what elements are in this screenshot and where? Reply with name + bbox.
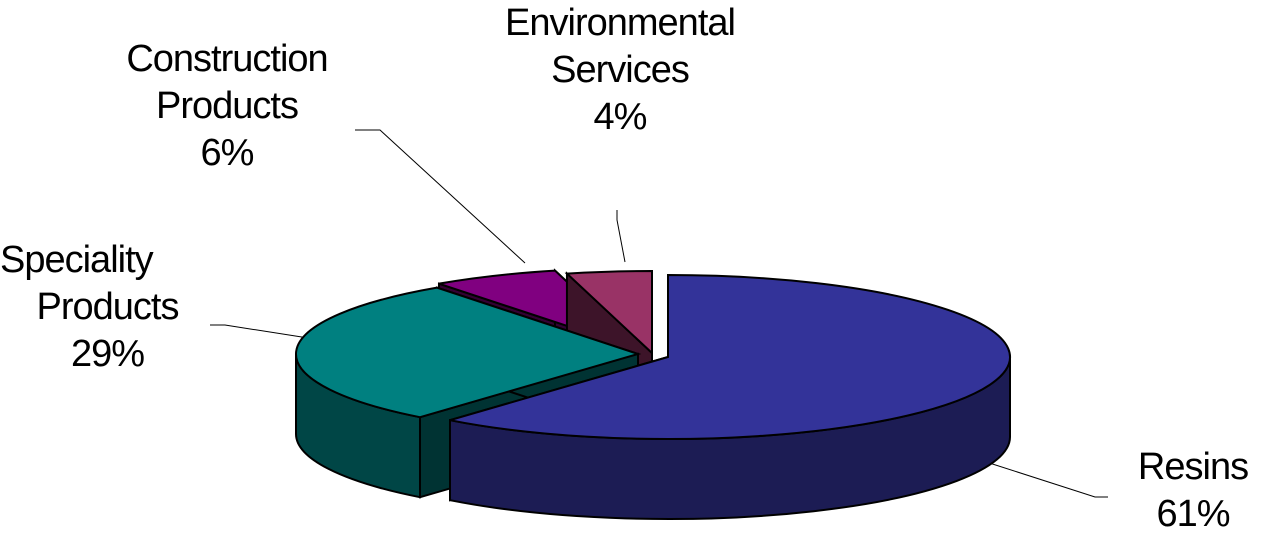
- data-label-speciality-products-percent: 29%: [70, 333, 145, 375]
- pie-slice-speciality-products-top: [295, 286, 642, 419]
- data-label-resins: Resins 61%: [1118, 444, 1268, 538]
- pie-slices: [295, 268, 1011, 520]
- data-label-environmental-services-percent: 4%: [593, 96, 648, 138]
- pie-slice-resins: [449, 273, 1011, 520]
- data-label-construction-products-percent: 6%: [200, 132, 255, 174]
- data-label-resins-name: Resins: [1137, 446, 1249, 488]
- pie-slice-environmental-services-top: [564, 269, 653, 356]
- leader-line-environmental-services: [616, 210, 626, 263]
- pie-slice-resins-top: [449, 273, 1011, 440]
- data-label-speciality-products: Speciality Products 29%: [0, 237, 215, 378]
- data-label-construction-products: Construction Products 6%: [82, 36, 372, 177]
- data-label-construction-products-line2: Products: [156, 85, 299, 127]
- data-label-environmental-services-line1: Environmental: [505, 2, 736, 44]
- leader-line-resins: [979, 459, 1108, 498]
- leader-line-construction-products: [355, 129, 526, 264]
- data-label-speciality-products-line2: Products: [36, 286, 180, 328]
- data-label-environmental-services-line2: Services: [551, 49, 690, 91]
- data-label-construction-products-line1: Construction: [126, 38, 328, 80]
- data-label-resins-percent: 61%: [1156, 493, 1230, 535]
- leader-line-speciality-products: [210, 324, 341, 344]
- data-label-speciality-products-line1: Speciality: [0, 239, 154, 281]
- leader-lines: [210, 129, 1108, 498]
- data-label-environmental-services: Environmental Services 4%: [460, 0, 780, 141]
